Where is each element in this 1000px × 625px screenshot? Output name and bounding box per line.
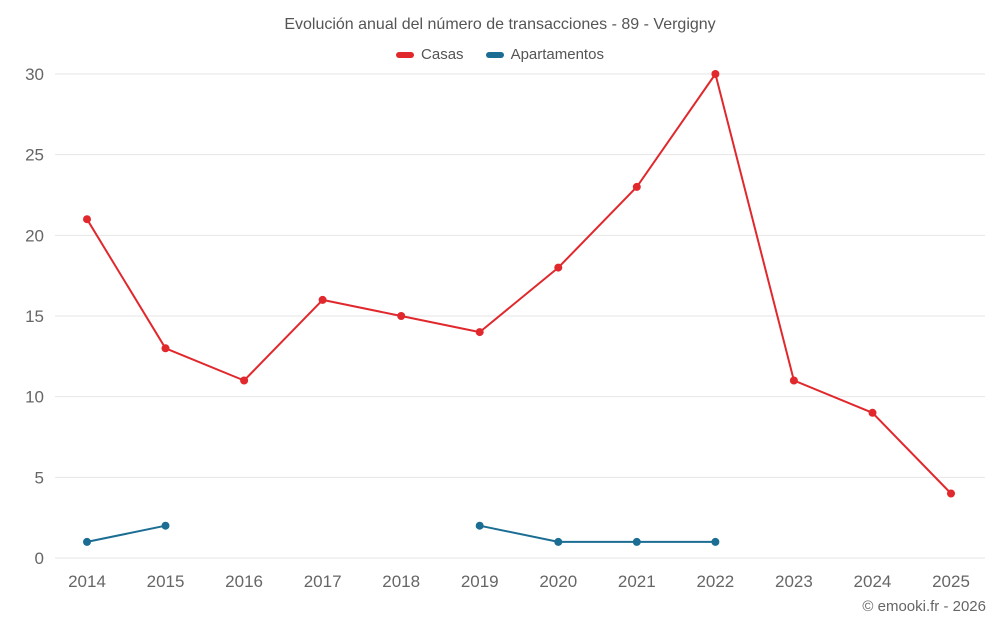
data-point-casas-2015[interactable] <box>161 344 170 353</box>
data-point-casas-2023[interactable] <box>789 376 798 385</box>
x-axis-label-2014: 2014 <box>68 572 106 591</box>
data-point-casas-2016[interactable] <box>240 376 249 385</box>
data-point-apartamentos-2022[interactable] <box>711 537 720 546</box>
x-axis-label-2023: 2023 <box>775 572 813 591</box>
x-axis-label-2015: 2015 <box>147 572 185 591</box>
data-point-apartamentos-2015[interactable] <box>161 521 170 530</box>
data-point-casas-2019[interactable] <box>475 328 484 337</box>
y-axis-label-20: 20 <box>25 226 44 245</box>
y-axis-label-5: 5 <box>35 468 44 487</box>
y-axis-label-10: 10 <box>25 388 44 407</box>
legend-item-casas[interactable]: Casas <box>396 46 464 63</box>
legend-marker-apartamentos <box>485 51 504 58</box>
data-point-apartamentos-2020[interactable] <box>554 537 563 546</box>
legend: Casas Apartamentos <box>0 46 1000 63</box>
series-line-apartamentos[interactable] <box>86 524 167 543</box>
x-axis-label-2018: 2018 <box>382 572 420 591</box>
data-point-casas-2017[interactable] <box>318 295 327 304</box>
legend-label-casas: Casas <box>421 46 464 63</box>
x-axis-label-2019: 2019 <box>461 572 499 591</box>
data-point-casas-2020[interactable] <box>554 263 563 272</box>
x-axis-label-2017: 2017 <box>304 572 342 591</box>
data-point-apartamentos-2019[interactable] <box>475 521 484 530</box>
legend-marker-casas <box>396 51 415 58</box>
x-axis-label-2024: 2024 <box>854 572 892 591</box>
x-axis-label-2020: 2020 <box>539 572 577 591</box>
y-axis-label-15: 15 <box>25 307 44 326</box>
y-axis-label-25: 25 <box>25 146 44 165</box>
series-line-casas[interactable] <box>86 73 952 495</box>
series-line-apartamentos[interactable] <box>478 524 717 543</box>
x-axis-label-2025: 2025 <box>932 572 970 591</box>
data-point-casas-2021[interactable] <box>632 182 641 191</box>
credits-link[interactable]: © emooki.fr - 2026 <box>862 598 986 615</box>
data-point-casas-2022[interactable] <box>711 70 720 78</box>
x-axis-label-2016: 2016 <box>225 572 263 591</box>
data-point-apartamentos-2021[interactable] <box>632 537 641 546</box>
data-point-casas-2018[interactable] <box>397 312 406 320</box>
data-point-apartamentos-2014[interactable] <box>83 537 91 546</box>
x-axis-label-2021: 2021 <box>618 572 656 591</box>
chart-title: Evolución anual del número de transaccio… <box>284 16 716 33</box>
x-axis-label-2022: 2022 <box>696 572 734 591</box>
data-point-casas-2014[interactable] <box>83 215 91 224</box>
data-point-casas-2024[interactable] <box>868 408 877 417</box>
legend-item-apartamentos[interactable]: Apartamentos <box>485 46 604 63</box>
data-point-casas-2025[interactable] <box>947 489 955 498</box>
y-axis-label-0: 0 <box>35 549 44 568</box>
y-axis-label-30: 30 <box>25 65 44 84</box>
legend-label-apartamentos: Apartamentos <box>510 46 604 63</box>
